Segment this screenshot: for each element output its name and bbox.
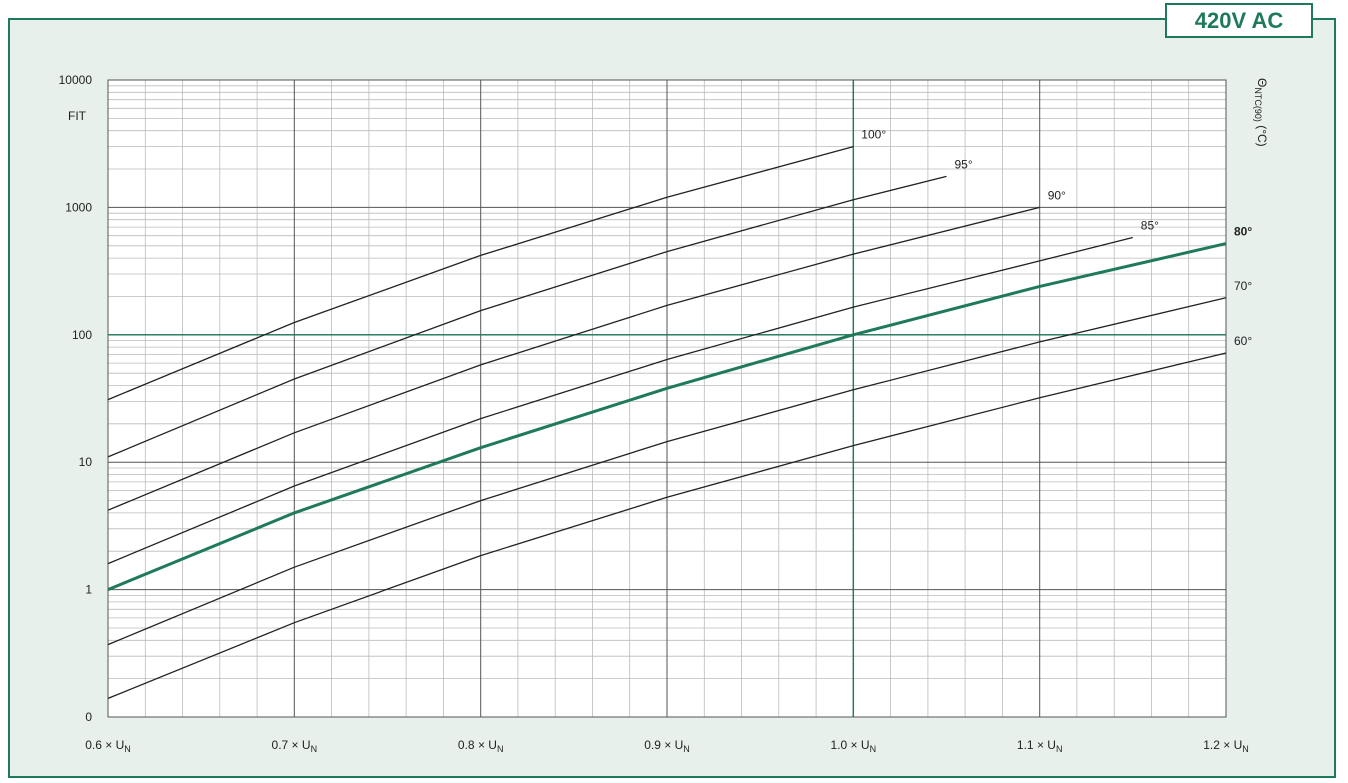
series-line (107, 297, 1227, 646)
x-tick-label-sub: N (311, 744, 318, 754)
x-tick-label-sub: N (497, 744, 504, 754)
x-tick-label: 0.7 × UN (272, 738, 318, 754)
series-line (107, 352, 1227, 700)
x-tick-label-text: 1.1 × U (1017, 738, 1056, 752)
x-tick-label: 1.1 × UN (1017, 738, 1063, 754)
x-tick-label-sub: N (683, 744, 690, 754)
series-line (107, 206, 1040, 511)
series-line (107, 175, 947, 458)
series-line (107, 236, 1133, 565)
y-tick-label: 1000 (65, 200, 92, 214)
series-line (107, 242, 1227, 591)
x-tick-label-sub: N (1056, 744, 1063, 754)
series-label: 60° (1234, 334, 1252, 348)
series-line (107, 145, 854, 401)
y-tick-label: 0 (85, 710, 92, 724)
y-axis-ticks: 0 1 10 100 1000 10000 (59, 73, 93, 724)
y-axis-label: FIT (68, 109, 87, 123)
x-tick-label: 0.6 × UN (85, 738, 131, 754)
series-label: 90° (1048, 188, 1066, 202)
series-group (107, 145, 1227, 700)
x-tick-label-text: 0.6 × U (85, 738, 124, 752)
y-tick-label: 10000 (59, 73, 93, 87)
x-tick-label-sub: N (870, 744, 877, 754)
x-tick-label: 0.8 × UN (458, 738, 504, 754)
voltage-badge: 420V AC (1165, 3, 1313, 38)
series-label: 70° (1234, 279, 1252, 293)
series-label: 100° (861, 128, 886, 142)
plot-border (107, 79, 1227, 718)
legend-title-unit: (°C) (1255, 122, 1269, 147)
series-labels: 100° 95° 90° 85° 80° 70° 60° (861, 128, 1252, 348)
y-tick-label: 100 (72, 328, 92, 342)
y-tick-label: 1 (85, 583, 92, 597)
x-tick-label-text: 0.8 × U (458, 738, 497, 752)
series-label: 95° (955, 157, 973, 171)
x-tick-label-text: 0.7 × U (272, 738, 311, 752)
x-tick-label: 0.9 × UN (644, 738, 690, 754)
x-tick-label-sub: N (124, 744, 131, 754)
x-tick-label-text: 0.9 × U (644, 738, 683, 752)
reference-lines (108, 80, 1226, 717)
legend-title-symbol: Θ (1255, 78, 1269, 87)
svg-text:ΘNTC(90) (°C): ΘNTC(90) (°C) (1253, 78, 1269, 147)
x-axis-ticks: 0.6 × UN 0.7 × UN 0.8 × UN 0.9 × UN 1.0 × UN… (85, 738, 1249, 754)
x-tick-label: 1.2 × UN (1203, 738, 1249, 754)
x-tick-label-sub: N (1242, 744, 1249, 754)
x-tick-label-text: 1.2 × U (1203, 738, 1242, 752)
y-tick-label: 10 (79, 455, 93, 469)
series-label: 80° (1234, 225, 1252, 239)
x-tick-label: 1.0 × UN (831, 738, 877, 754)
series-label: 85° (1141, 219, 1159, 233)
legend-title-sub: NTC(90) (1253, 87, 1263, 122)
x-tick-label-text: 1.0 × U (831, 738, 870, 752)
legend-title: ΘNTC(90) (°C) (1253, 78, 1269, 147)
